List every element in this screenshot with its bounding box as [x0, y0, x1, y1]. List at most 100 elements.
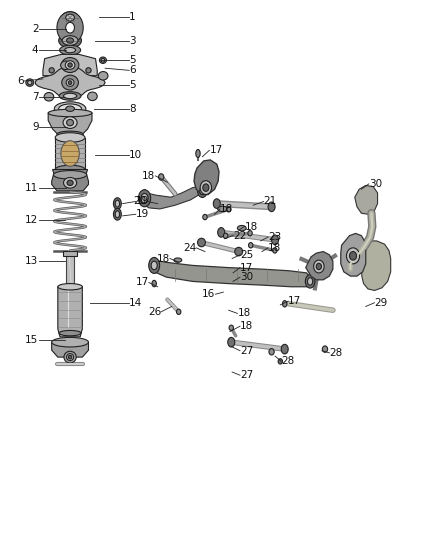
Polygon shape — [152, 260, 313, 287]
Polygon shape — [63, 251, 77, 256]
Polygon shape — [43, 54, 97, 76]
Ellipse shape — [64, 93, 77, 99]
Ellipse shape — [314, 260, 324, 273]
Ellipse shape — [203, 214, 207, 220]
Text: 17: 17 — [136, 278, 149, 287]
Ellipse shape — [269, 349, 274, 355]
Text: 17: 17 — [288, 296, 301, 306]
Text: 9: 9 — [32, 122, 39, 132]
Ellipse shape — [64, 351, 76, 363]
Ellipse shape — [177, 309, 181, 314]
Ellipse shape — [226, 207, 231, 212]
Text: 18: 18 — [237, 309, 251, 318]
Ellipse shape — [61, 141, 79, 166]
Text: 13: 13 — [25, 256, 39, 266]
Polygon shape — [52, 342, 88, 357]
Ellipse shape — [322, 346, 328, 352]
Ellipse shape — [235, 247, 243, 256]
Polygon shape — [306, 252, 333, 280]
Ellipse shape — [49, 68, 54, 73]
Text: 18: 18 — [244, 222, 258, 231]
Ellipse shape — [67, 38, 74, 43]
Ellipse shape — [62, 12, 78, 23]
Ellipse shape — [141, 193, 148, 203]
Ellipse shape — [281, 344, 288, 354]
Ellipse shape — [248, 231, 252, 236]
Ellipse shape — [68, 356, 72, 359]
Polygon shape — [141, 187, 202, 209]
Text: 28: 28 — [329, 348, 343, 358]
Text: 6: 6 — [129, 66, 136, 75]
Polygon shape — [194, 160, 219, 195]
Ellipse shape — [278, 359, 283, 364]
Ellipse shape — [60, 61, 70, 69]
Ellipse shape — [273, 248, 277, 253]
Text: 27: 27 — [240, 370, 253, 380]
Ellipse shape — [268, 202, 275, 212]
Ellipse shape — [48, 109, 92, 117]
Ellipse shape — [174, 258, 182, 262]
Text: 16: 16 — [202, 289, 215, 299]
Ellipse shape — [99, 71, 108, 80]
Text: 19: 19 — [136, 209, 149, 219]
Text: 8: 8 — [129, 104, 136, 114]
Ellipse shape — [200, 181, 212, 195]
Text: 23: 23 — [268, 232, 281, 242]
Ellipse shape — [67, 119, 74, 126]
Ellipse shape — [66, 106, 74, 111]
Text: 30: 30 — [369, 179, 382, 189]
Text: 18: 18 — [268, 243, 281, 253]
Text: 19: 19 — [136, 197, 149, 206]
Polygon shape — [362, 241, 391, 290]
Text: 21: 21 — [264, 197, 277, 206]
Text: 30: 30 — [240, 272, 253, 282]
Ellipse shape — [58, 284, 82, 290]
Ellipse shape — [62, 75, 78, 90]
Text: 5: 5 — [129, 55, 136, 65]
Text: 11: 11 — [25, 183, 39, 192]
Ellipse shape — [115, 200, 120, 207]
Ellipse shape — [316, 263, 321, 270]
Polygon shape — [66, 251, 74, 287]
Ellipse shape — [101, 58, 105, 62]
Ellipse shape — [68, 63, 72, 67]
Ellipse shape — [228, 337, 235, 347]
Ellipse shape — [99, 57, 106, 63]
Text: 4: 4 — [32, 45, 39, 55]
Ellipse shape — [115, 211, 120, 217]
Ellipse shape — [26, 79, 34, 86]
Ellipse shape — [59, 92, 81, 100]
Ellipse shape — [148, 257, 159, 273]
Ellipse shape — [55, 133, 85, 142]
Text: 10: 10 — [129, 150, 142, 159]
Ellipse shape — [66, 79, 74, 86]
Ellipse shape — [66, 14, 74, 21]
Ellipse shape — [307, 278, 313, 285]
Ellipse shape — [59, 33, 81, 48]
Ellipse shape — [61, 58, 79, 72]
Ellipse shape — [198, 238, 205, 247]
Ellipse shape — [198, 184, 207, 197]
Text: 6: 6 — [18, 76, 24, 86]
Text: 24: 24 — [183, 243, 196, 253]
Ellipse shape — [272, 235, 279, 245]
Ellipse shape — [229, 325, 233, 330]
Ellipse shape — [86, 68, 91, 73]
Ellipse shape — [248, 243, 253, 248]
Text: 29: 29 — [374, 298, 388, 308]
Text: 7: 7 — [32, 92, 39, 102]
Text: 1: 1 — [129, 12, 136, 22]
Ellipse shape — [62, 36, 78, 45]
Text: 18: 18 — [142, 171, 155, 181]
Circle shape — [66, 22, 74, 33]
Ellipse shape — [113, 208, 121, 220]
Ellipse shape — [65, 47, 75, 53]
Text: 14: 14 — [129, 298, 142, 308]
Text: 26: 26 — [148, 307, 161, 317]
Ellipse shape — [59, 330, 81, 336]
Ellipse shape — [151, 261, 157, 270]
Text: 18: 18 — [240, 321, 253, 331]
Ellipse shape — [57, 131, 83, 138]
Ellipse shape — [213, 199, 220, 208]
Ellipse shape — [305, 275, 315, 288]
